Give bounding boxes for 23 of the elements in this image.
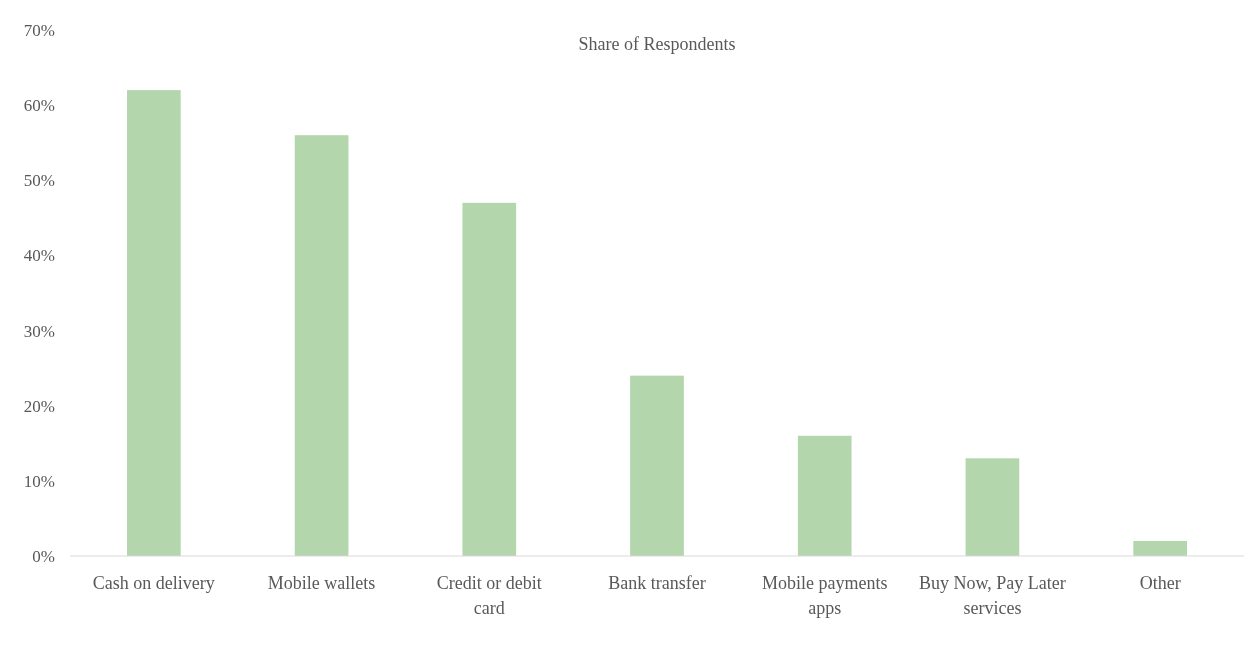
chart-title: Share of Respondents [578,34,736,54]
bar [797,435,852,556]
x-tick-label: Other [1139,573,1181,593]
bar [462,202,517,556]
x-tick-label: Credit or debit card [436,573,542,618]
x-tick-label: Mobile wallets [267,573,376,593]
bar [1133,540,1187,556]
y-tick-label: 60% [23,96,55,116]
y-tick-label: 70% [23,20,55,40]
bar [127,90,181,556]
y-tick-label: 0% [32,546,55,566]
y-tick-label: 50% [23,171,55,191]
y-tick-label: 30% [23,321,55,341]
x-tick-label: Buy Now, Pay Later services [919,573,1066,618]
x-tick-label: Bank transfer [608,573,706,593]
bar [630,375,684,556]
bar [965,458,1020,556]
y-tick-label: 10% [23,471,55,491]
bar [294,135,349,556]
x-tick-label: Mobile payments apps [761,573,888,618]
x-tick-label: Cash on delivery [92,573,215,593]
y-tick-label: 40% [23,246,55,266]
y-tick-label: 20% [23,396,55,416]
